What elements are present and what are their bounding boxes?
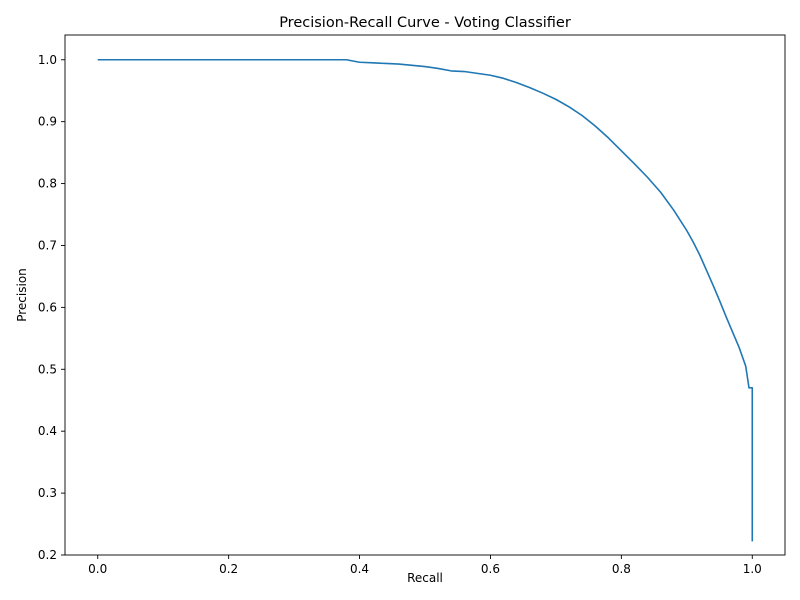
y-tick-label: 0.9 — [38, 115, 57, 129]
y-tick-label: 0.8 — [38, 177, 57, 191]
x-tick-label: 1.0 — [743, 562, 762, 576]
y-tick-label: 0.7 — [38, 238, 57, 252]
x-tick-label: 0.8 — [612, 562, 631, 576]
x-tick-label: 0.4 — [350, 562, 369, 576]
y-axis-label: Precision — [15, 268, 29, 322]
y-tick-label: 0.4 — [38, 424, 57, 438]
y-tick-label: 0.5 — [38, 362, 57, 376]
series-line-0 — [97, 58, 754, 542]
axis-ticks: 0.0 0.2 0.4 0.6 0.8 1.0 0.2 0.3 0.4 0.5 0.6 0.7 0.8 0… — [38, 53, 762, 576]
chart-title: Precision-Recall Curve - Voting Classifi… — [279, 15, 571, 31]
plot-frame — [64, 34, 786, 556]
y-tick-label: 0.2 — [38, 548, 57, 562]
x-tick-label: 0.0 — [88, 562, 107, 576]
x-tick-label: 0.2 — [219, 562, 238, 576]
plot-area — [65, 35, 785, 555]
y-tick-label: 1.0 — [38, 53, 57, 67]
y-tick-label: 0.3 — [38, 486, 57, 500]
y-tick-label: 0.6 — [38, 300, 57, 314]
series-layer — [97, 58, 754, 542]
x-tick-label: 0.6 — [481, 562, 500, 576]
x-axis-label: Recall — [407, 571, 443, 585]
